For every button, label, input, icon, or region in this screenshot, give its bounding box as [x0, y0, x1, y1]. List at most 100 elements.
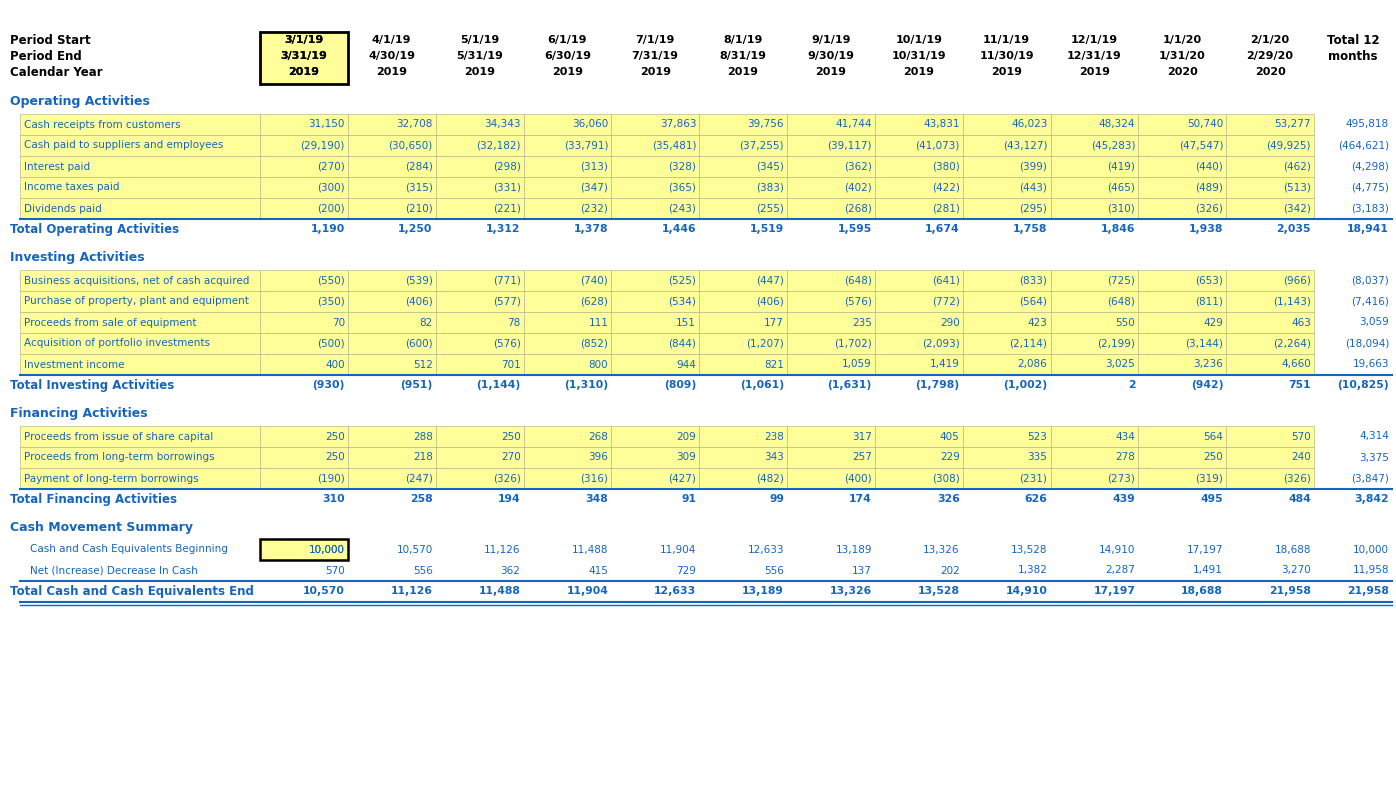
Bar [875, 426, 963, 447]
Text: 495: 495 [1201, 494, 1223, 505]
Bar [1051, 468, 1138, 489]
Bar [699, 291, 787, 312]
Bar [1226, 468, 1314, 489]
Bar [875, 270, 963, 291]
Text: (342): (342) [1283, 204, 1311, 214]
Text: 821: 821 [764, 359, 785, 369]
Text: 6/1/19: 6/1/19 [547, 35, 588, 45]
Text: (539): (539) [405, 276, 433, 285]
Bar [348, 426, 436, 447]
Bar [348, 291, 436, 312]
Text: 14,910: 14,910 [1005, 586, 1047, 597]
Text: 99: 99 [769, 494, 785, 505]
Bar [20, 354, 260, 375]
Bar [1138, 291, 1226, 312]
Bar [611, 135, 699, 156]
Text: 1,938: 1,938 [1189, 225, 1223, 234]
Bar [963, 270, 1051, 291]
Text: 91: 91 [681, 494, 697, 505]
Text: 1,595: 1,595 [838, 225, 872, 234]
Bar [875, 198, 963, 219]
Text: (41,073): (41,073) [916, 141, 959, 150]
Text: 17,197: 17,197 [1187, 545, 1223, 554]
Text: 18,688: 18,688 [1275, 545, 1311, 554]
Text: 202: 202 [940, 565, 959, 575]
Text: 258: 258 [410, 494, 433, 505]
Bar [1138, 198, 1226, 219]
Text: Cash and Cash Equivalents Beginning: Cash and Cash Equivalents Beginning [29, 545, 228, 554]
Text: (326): (326) [1283, 473, 1311, 483]
Bar [524, 447, 611, 468]
Text: 3,059: 3,059 [1360, 318, 1389, 328]
Text: 564: 564 [1203, 432, 1223, 442]
Text: 8/1/19: 8/1/19 [723, 35, 762, 45]
Text: (1,143): (1,143) [1273, 296, 1311, 307]
Text: 174: 174 [849, 494, 872, 505]
Text: (440): (440) [1195, 161, 1223, 171]
Text: 1,378: 1,378 [574, 225, 609, 234]
Bar [875, 135, 963, 156]
Text: (951): (951) [401, 380, 433, 391]
Bar [348, 198, 436, 219]
Bar [20, 114, 260, 135]
Text: (1,702): (1,702) [833, 339, 872, 348]
Text: 11,904: 11,904 [660, 545, 697, 554]
Text: 11,126: 11,126 [391, 586, 433, 597]
Text: (406): (406) [757, 296, 785, 307]
Text: (231): (231) [1019, 473, 1047, 483]
Text: (447): (447) [757, 276, 785, 285]
Text: (2,199): (2,199) [1097, 339, 1135, 348]
Text: (295): (295) [1019, 204, 1047, 214]
Text: 32,708: 32,708 [396, 119, 433, 130]
Bar [524, 198, 611, 219]
Bar [260, 426, 348, 447]
Bar [20, 468, 260, 489]
Bar [348, 156, 436, 177]
Text: 439: 439 [1113, 494, 1135, 505]
Text: 434: 434 [1115, 432, 1135, 442]
Text: 21,958: 21,958 [1347, 586, 1389, 597]
Text: 21,958: 21,958 [1269, 586, 1311, 597]
Bar [1138, 135, 1226, 156]
Text: 7/1/19: 7/1/19 [635, 35, 674, 45]
Text: 2,287: 2,287 [1106, 565, 1135, 575]
Text: Interest paid: Interest paid [24, 161, 91, 171]
Text: 4,314: 4,314 [1360, 432, 1389, 442]
Text: (298): (298) [493, 161, 521, 171]
Bar [524, 312, 611, 333]
Text: (482): (482) [757, 473, 785, 483]
Text: (383): (383) [757, 182, 785, 193]
Bar [1226, 333, 1314, 354]
Text: 3/1/19: 3/1/19 [285, 35, 324, 45]
Text: 12,633: 12,633 [653, 586, 697, 597]
Bar [963, 354, 1051, 375]
Bar [524, 114, 611, 135]
Text: 13,189: 13,189 [743, 586, 785, 597]
Bar [20, 198, 260, 219]
Text: 1,190: 1,190 [310, 225, 345, 234]
Bar [611, 114, 699, 135]
Bar [20, 177, 260, 198]
Text: (4,298): (4,298) [1351, 161, 1389, 171]
Bar [787, 114, 875, 135]
Text: 19,663: 19,663 [1353, 359, 1389, 369]
Bar [436, 270, 524, 291]
Bar [611, 426, 699, 447]
Text: 2: 2 [1128, 380, 1135, 391]
Text: 2019: 2019 [639, 67, 670, 77]
Text: 2019: 2019 [727, 67, 758, 77]
Text: (308): (308) [933, 473, 959, 483]
Text: 317: 317 [852, 432, 872, 442]
Text: (39,117): (39,117) [828, 141, 872, 150]
Bar [963, 312, 1051, 333]
Text: (362): (362) [845, 161, 872, 171]
Text: Investment income: Investment income [24, 359, 124, 369]
Bar [963, 333, 1051, 354]
Text: 5/31/19: 5/31/19 [456, 51, 503, 61]
Bar [348, 447, 436, 468]
Text: 290: 290 [940, 318, 959, 328]
Bar [1051, 135, 1138, 156]
Text: 37,863: 37,863 [660, 119, 697, 130]
Bar [436, 447, 524, 468]
Text: 46,023: 46,023 [1011, 119, 1047, 130]
